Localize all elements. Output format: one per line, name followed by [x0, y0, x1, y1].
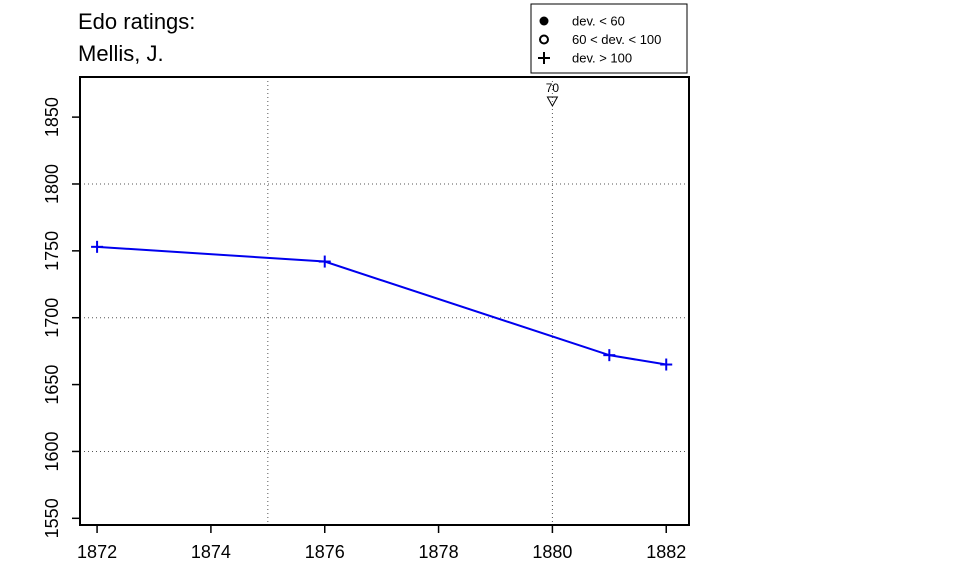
legend-label-2: dev. > 100: [572, 51, 632, 66]
grid-layer: [80, 77, 689, 525]
plot-frame: [79, 76, 690, 526]
open-circle-icon: [539, 34, 549, 45]
x-tick-label-1880: 1880: [532, 542, 572, 562]
legend: dev. < 60 60 < dev. < 100 dev. > 100: [530, 3, 688, 74]
data-point-1876: [318, 255, 331, 268]
filled-circle-icon: [539, 16, 549, 26]
y-tick-label-1750: 1750: [42, 231, 62, 271]
legend-box: [530, 3, 688, 74]
y-tick-label-1650: 1650: [42, 365, 62, 405]
x-tick-label-1872: 1872: [77, 542, 117, 562]
y-tick-label-1600: 1600: [42, 431, 62, 471]
down-triangle-icon: [546, 96, 559, 108]
y-tick-label-1700: 1700: [42, 298, 62, 338]
series-layer: [91, 240, 673, 371]
annotation-label: 70: [546, 81, 560, 95]
data-point-1872: [91, 240, 104, 253]
series-line-0: [97, 245, 667, 366]
data-point-1882: [660, 358, 673, 371]
legend-label-1: 60 < dev. < 100: [572, 32, 661, 47]
legend-label-0: dev. < 60: [572, 14, 625, 29]
chart-title-line-2: Mellis, J.: [78, 41, 164, 66]
y-tick-label-1850: 1850: [42, 97, 62, 137]
y-tick-label-1800: 1800: [42, 164, 62, 204]
data-point-1881: [603, 349, 616, 362]
annotation-layer: 70: [546, 81, 560, 108]
x-tick-label-1876: 1876: [305, 542, 345, 562]
y-tick-label-1550: 1550: [42, 498, 62, 538]
axes-layer: 1872 1874 1876 1878 1880 1882 1550 1600 1650 1700…: [42, 76, 690, 562]
chart-title-line-1: Edo ratings:: [78, 9, 196, 34]
x-tick-label-1874: 1874: [191, 542, 231, 562]
x-tick-label-1882: 1882: [646, 542, 686, 562]
x-tick-label-1878: 1878: [419, 542, 459, 562]
plus-icon: [538, 52, 550, 64]
